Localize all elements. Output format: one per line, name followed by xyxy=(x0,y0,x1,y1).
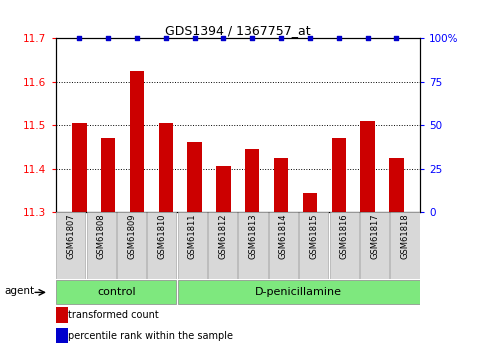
Bar xyxy=(56,280,176,304)
Bar xyxy=(330,212,359,279)
Bar xyxy=(187,142,202,212)
Bar xyxy=(303,193,317,212)
Bar xyxy=(269,212,298,279)
Bar xyxy=(158,123,173,212)
Bar xyxy=(130,71,144,212)
Point xyxy=(75,35,83,41)
Bar xyxy=(274,158,288,212)
Point xyxy=(277,35,285,41)
Bar xyxy=(389,158,404,212)
Text: GSM61810: GSM61810 xyxy=(157,214,167,259)
Text: percentile rank within the sample: percentile rank within the sample xyxy=(68,331,233,341)
Point xyxy=(335,35,342,41)
Point xyxy=(393,35,400,41)
Bar xyxy=(56,328,68,343)
Point xyxy=(104,35,112,41)
Bar xyxy=(390,212,420,279)
Point xyxy=(220,35,227,41)
Bar xyxy=(56,307,68,323)
Bar xyxy=(299,212,328,279)
Bar xyxy=(360,212,389,279)
Text: GSM61813: GSM61813 xyxy=(249,214,257,259)
Text: GSM61809: GSM61809 xyxy=(127,214,136,259)
Bar xyxy=(216,166,231,212)
Bar xyxy=(331,138,346,212)
Bar xyxy=(147,212,176,279)
Bar xyxy=(239,212,268,279)
Point xyxy=(306,35,314,41)
Text: GSM61817: GSM61817 xyxy=(370,214,379,259)
Point xyxy=(191,35,199,41)
Bar xyxy=(178,212,207,279)
Bar xyxy=(208,212,237,279)
Text: control: control xyxy=(97,287,136,297)
Bar xyxy=(360,121,375,212)
Bar xyxy=(56,212,85,279)
Bar xyxy=(245,149,259,212)
Text: D-penicillamine: D-penicillamine xyxy=(255,287,342,297)
Text: transformed count: transformed count xyxy=(68,310,158,320)
Point xyxy=(162,35,170,41)
Text: GSM61811: GSM61811 xyxy=(188,214,197,259)
Point xyxy=(133,35,141,41)
Bar xyxy=(101,138,115,212)
Bar xyxy=(117,212,146,279)
Bar xyxy=(178,280,420,304)
Text: GSM61818: GSM61818 xyxy=(400,214,410,259)
Text: GSM61807: GSM61807 xyxy=(66,214,75,259)
Title: GDS1394 / 1367757_at: GDS1394 / 1367757_at xyxy=(165,24,311,37)
Text: GSM61812: GSM61812 xyxy=(218,214,227,259)
Text: agent: agent xyxy=(4,286,35,296)
Text: GSM61808: GSM61808 xyxy=(97,214,106,259)
Point xyxy=(364,35,371,41)
Bar xyxy=(86,212,116,279)
Text: GSM61815: GSM61815 xyxy=(309,214,318,259)
Bar xyxy=(72,123,86,212)
Text: GSM61816: GSM61816 xyxy=(340,214,349,259)
Point xyxy=(248,35,256,41)
Text: GSM61814: GSM61814 xyxy=(279,214,288,259)
